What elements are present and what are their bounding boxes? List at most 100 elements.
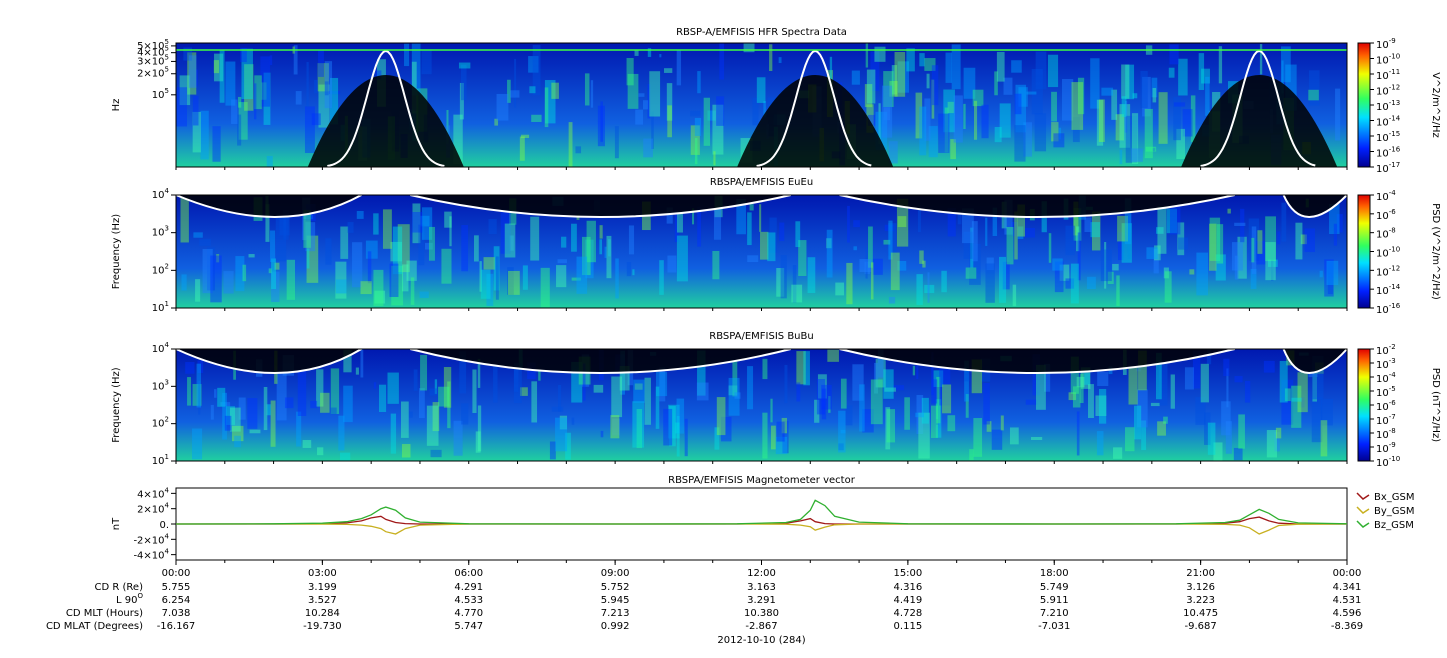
spectrogram-texture — [275, 217, 287, 262]
spectrogram-texture — [1090, 58, 1100, 109]
spectrogram-texture — [428, 226, 435, 261]
ephemeris-value: 10.380 — [744, 608, 779, 619]
spectrogram-texture — [1299, 397, 1305, 408]
spectrogram-texture — [404, 43, 410, 67]
spectrogram-texture — [931, 79, 935, 119]
spectrogram-texture — [1100, 249, 1112, 282]
spectrogram-texture — [897, 261, 907, 271]
spectrogram-texture — [659, 54, 662, 58]
y-tick-label-base: 10 — [152, 303, 165, 314]
spectrogram-texture — [493, 246, 500, 291]
spectrogram-texture — [668, 404, 680, 439]
y-tick-label-base: 3×10 — [137, 56, 164, 67]
spectrogram-texture — [919, 106, 927, 156]
spectrogram-texture — [775, 436, 788, 455]
colorbar-tick-label-exponent: -4 — [1389, 189, 1397, 197]
spectrogram-texture — [571, 417, 575, 425]
spectrogram-texture — [893, 385, 905, 391]
colorbar-tick-label-base: 10 — [1376, 388, 1389, 399]
spectrogram-texture — [316, 369, 324, 407]
spectrogram-texture — [413, 369, 418, 391]
spectrogram-texture — [1073, 208, 1082, 241]
spectrogram-texture — [1170, 374, 1175, 409]
colorbar-tick-label: 10-4 — [1376, 189, 1396, 203]
series-line — [176, 523, 1348, 535]
spectrogram-texture — [747, 212, 752, 246]
density-curve — [756, 49, 872, 167]
spectrogram-texture — [1006, 226, 1014, 265]
colorbar-tick-label: 10-4 — [1376, 371, 1396, 385]
spectrogram-texture — [303, 209, 311, 248]
x-tick-label: 06:00 — [454, 568, 483, 579]
spectrogram-texture — [728, 385, 738, 396]
spectrogram-texture — [496, 93, 509, 121]
spectrogram-texture — [367, 251, 372, 284]
colorbar-tick-label-base: 10 — [1376, 416, 1389, 427]
spectrogram-texture — [270, 400, 276, 447]
spectrogram-texture — [1250, 268, 1257, 289]
x-tick-label: 15:00 — [893, 568, 922, 579]
spectrogram-texture — [1077, 232, 1081, 281]
spectrogram-texture — [196, 363, 201, 408]
x-tick-label: 21:00 — [1186, 568, 1215, 579]
y-tick-label: -2×104 — [133, 532, 169, 546]
ephemeris-label: L 90O — [116, 592, 143, 606]
spectrogram-texture — [406, 260, 417, 281]
spectrogram-texture — [883, 71, 894, 107]
spectrogram-texture — [1121, 64, 1130, 99]
spectrogram-texture — [1168, 67, 1175, 78]
spectrogram-texture — [953, 95, 963, 143]
spectrogram-texture — [998, 256, 1007, 303]
spectrogram-texture — [1154, 245, 1161, 261]
spectrogram-texture — [919, 53, 925, 67]
spectrogram-texture — [192, 95, 199, 126]
y-tick-label-base: 10 — [152, 90, 165, 101]
y-tick-label: 101 — [152, 453, 169, 467]
spectrogram-texture — [461, 403, 469, 425]
y-tick-label: 3×105 — [137, 53, 169, 67]
spectrogram-texture — [480, 269, 491, 299]
spectrogram-texture — [240, 47, 247, 63]
spectrogram-texture — [642, 100, 649, 110]
spectrogram-texture — [1244, 380, 1251, 403]
colorbar-tick-label-exponent: -10 — [1389, 246, 1400, 254]
spectrogram-texture — [269, 55, 273, 66]
colorbar-tick-label-base: 10 — [1376, 87, 1389, 98]
spectrogram-texture — [697, 206, 702, 247]
spectrogram-texture — [338, 415, 345, 451]
spectrogram-texture — [561, 236, 567, 248]
spectrogram-texture — [696, 382, 709, 401]
spectrogram-texture — [519, 136, 525, 161]
spectrogram-texture — [1233, 447, 1243, 461]
spectrogram-texture — [1150, 402, 1160, 407]
spectrogram-texture — [852, 364, 864, 401]
spectrogram-texture — [268, 268, 272, 274]
y-axis-label: Frequency (Hz) — [111, 367, 122, 443]
spectrogram-texture — [1263, 360, 1275, 373]
spectrogram-texture — [713, 151, 716, 166]
spectrogram-texture — [608, 239, 611, 257]
spectrogram-texture — [743, 43, 755, 53]
colorbar-tick-label: 10-14 — [1376, 283, 1401, 297]
legend-swatch — [1356, 492, 1370, 500]
spectrogram-texture — [941, 270, 947, 293]
spectrogram-texture — [1173, 97, 1181, 141]
spectrogram-texture — [964, 371, 970, 382]
spectrogram-texture — [325, 238, 332, 265]
y-tick-label: 2×104 — [137, 502, 169, 516]
spectrogram-texture — [1281, 60, 1284, 94]
spectrogram-texture — [926, 73, 930, 89]
spectrogram-texture — [473, 235, 479, 262]
spectrogram-texture — [449, 216, 452, 247]
spectrogram-texture — [247, 398, 258, 429]
y-tick-label-exponent: 1 — [165, 300, 169, 308]
spectrogram-texture — [1097, 371, 1109, 386]
spectrogram-texture — [1259, 44, 1263, 75]
colorbar-tick-label-base: 10 — [1376, 102, 1389, 113]
spectrogram-texture — [1117, 215, 1128, 242]
y-tick-label-base: 10 — [152, 344, 165, 355]
spectrogram-dark — [737, 75, 894, 167]
ephemeris-label-exponent: O — [137, 592, 143, 600]
spectrogram-texture — [782, 420, 789, 454]
spectrogram-texture — [593, 384, 604, 393]
